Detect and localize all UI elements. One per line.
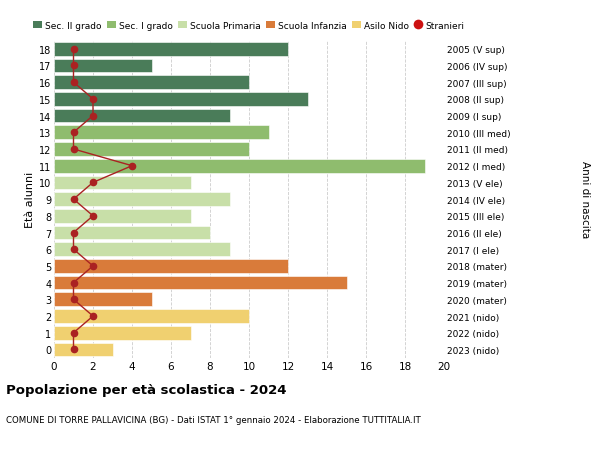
Bar xyxy=(54,343,113,357)
Legend: Sec. II grado, Sec. I grado, Scuola Primaria, Scuola Infanzia, Asilo Nido, Stran: Sec. II grado, Sec. I grado, Scuola Prim… xyxy=(34,22,464,30)
Bar xyxy=(54,309,249,323)
Bar xyxy=(54,176,191,190)
Bar xyxy=(54,243,229,257)
Bar xyxy=(54,126,269,140)
Y-axis label: Anni di nascita: Anni di nascita xyxy=(580,161,590,238)
Bar xyxy=(54,76,249,90)
Bar xyxy=(54,326,191,340)
Bar xyxy=(54,110,229,123)
Bar xyxy=(54,259,288,273)
Text: COMUNE DI TORRE PALLAVICINA (BG) - Dati ISTAT 1° gennaio 2024 - Elaborazione TUT: COMUNE DI TORRE PALLAVICINA (BG) - Dati … xyxy=(6,415,421,425)
Bar xyxy=(54,209,191,223)
Bar xyxy=(54,226,210,240)
Text: Popolazione per età scolastica - 2024: Popolazione per età scolastica - 2024 xyxy=(6,383,287,396)
Bar xyxy=(54,143,249,157)
Y-axis label: Età alunni: Età alunni xyxy=(25,172,35,228)
Bar xyxy=(54,43,288,56)
Bar xyxy=(54,293,151,307)
Bar xyxy=(54,60,151,73)
Bar xyxy=(54,193,229,207)
Bar xyxy=(54,93,308,106)
Bar xyxy=(54,159,425,173)
Bar xyxy=(54,276,347,290)
